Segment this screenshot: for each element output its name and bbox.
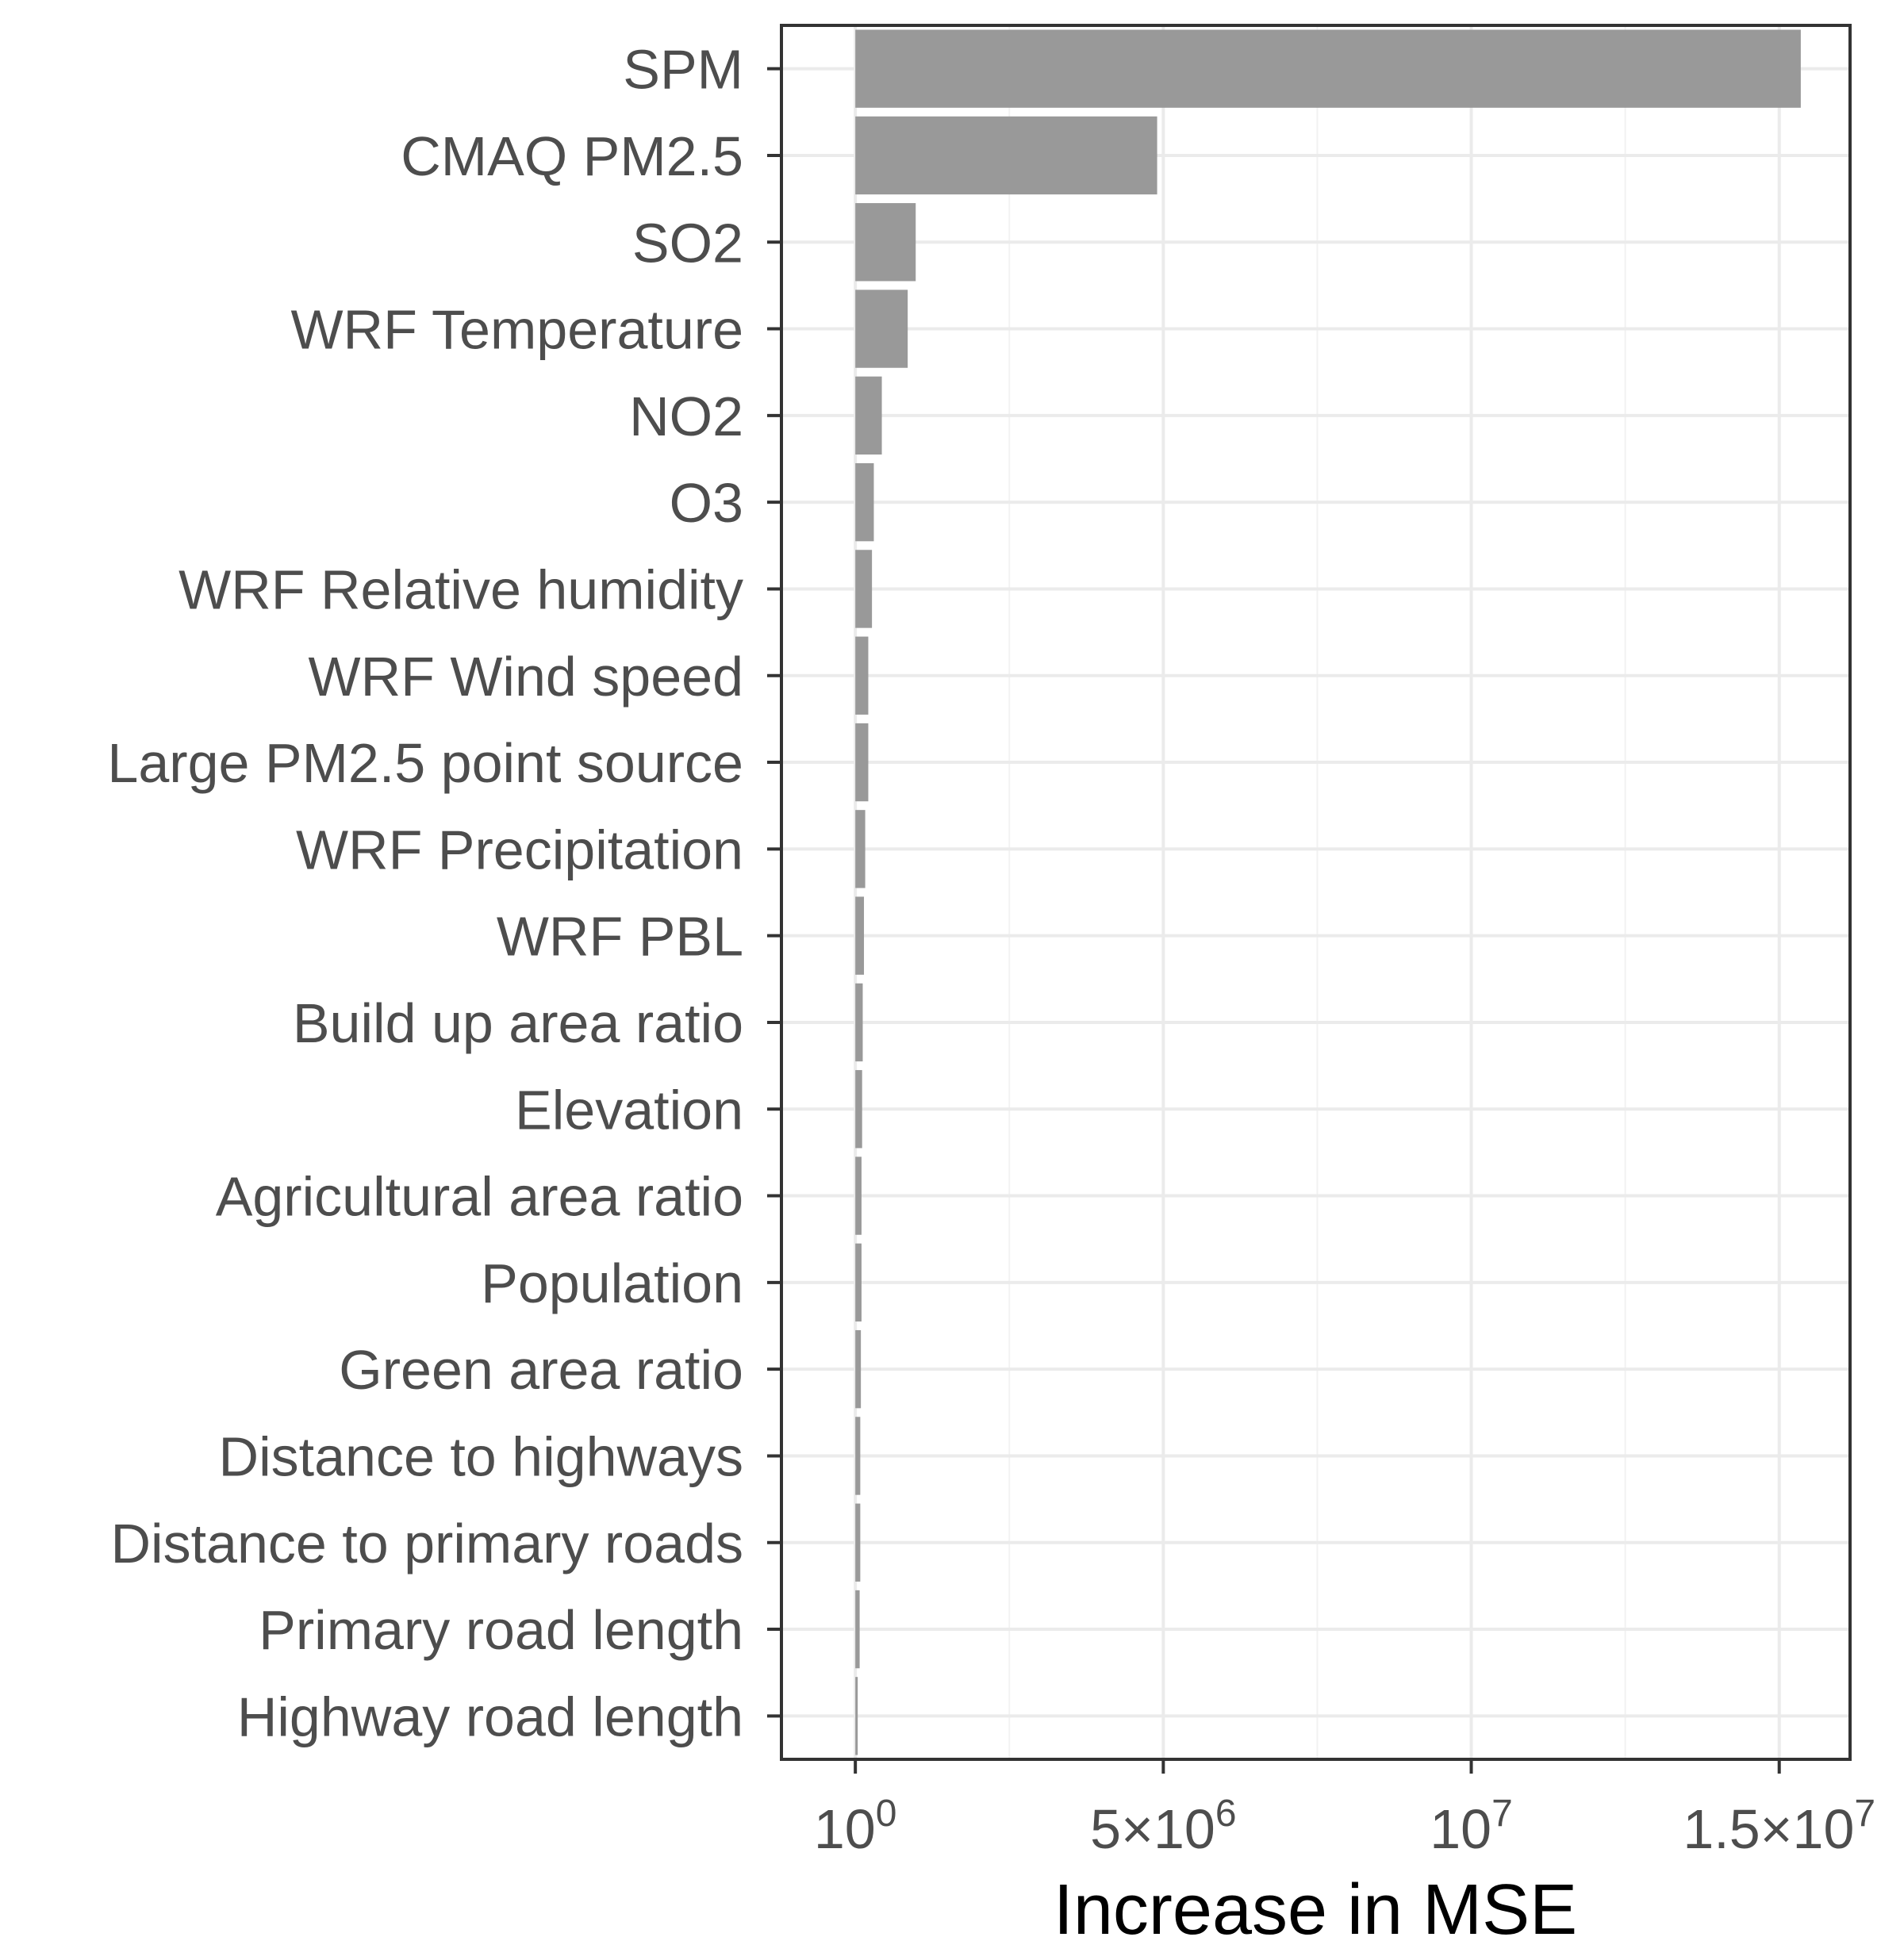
bar bbox=[855, 1070, 862, 1149]
bar bbox=[855, 116, 1157, 195]
y-tick-label: SPM bbox=[623, 39, 743, 101]
bar bbox=[855, 29, 1801, 108]
minor-gridlines bbox=[1008, 25, 1626, 1759]
bar bbox=[855, 1590, 860, 1669]
y-axis-ticks bbox=[767, 67, 781, 1718]
x-tick-label: 107 bbox=[1430, 1793, 1513, 1860]
x-tick-label: 5×106 bbox=[1090, 1793, 1236, 1860]
panel-background bbox=[781, 25, 1850, 1759]
y-tick-label: SO2 bbox=[632, 212, 743, 274]
x-tick-label: 1.5×107 bbox=[1683, 1793, 1875, 1860]
y-tick-label: WRF Relative humidity bbox=[178, 558, 743, 620]
y-tick-label: NO2 bbox=[629, 385, 743, 447]
x-tick-label: 100 bbox=[814, 1793, 897, 1860]
y-tick-label: O3 bbox=[670, 472, 743, 534]
y-tick-label: Green area ratio bbox=[339, 1339, 743, 1401]
y-tick-label: Highway road length bbox=[237, 1686, 743, 1747]
bar bbox=[855, 203, 916, 282]
bar bbox=[855, 1503, 861, 1582]
bar bbox=[855, 1417, 861, 1495]
bar bbox=[855, 983, 863, 1062]
y-tick-label: Agricultural area ratio bbox=[216, 1166, 743, 1228]
y-tick-label: WRF PBL bbox=[497, 906, 743, 968]
bar bbox=[855, 1677, 858, 1755]
bars bbox=[855, 29, 1801, 1755]
x-axis-ticks bbox=[854, 1759, 1781, 1774]
y-tick-label: WRF Temperature bbox=[290, 299, 743, 361]
y-tick-label: WRF Precipitation bbox=[296, 819, 743, 880]
y-tick-label: Distance to highways bbox=[219, 1425, 743, 1487]
bar bbox=[855, 1243, 862, 1322]
bar bbox=[855, 462, 874, 542]
y-tick-label: Elevation bbox=[515, 1079, 743, 1141]
x-axis-title: Increase in MSE bbox=[1054, 1870, 1577, 1950]
bar bbox=[855, 896, 865, 975]
y-tick-label: Large PM2.5 point source bbox=[107, 732, 743, 794]
bar bbox=[855, 723, 869, 802]
major-gridlines bbox=[781, 25, 1850, 1759]
y-tick-label: Build up area ratio bbox=[293, 992, 743, 1054]
y-tick-label: Population bbox=[481, 1252, 743, 1314]
y-tick-label: WRF Wind speed bbox=[309, 646, 743, 708]
bar bbox=[855, 810, 866, 888]
y-axis-labels: SPM CMAQ PM2.5 SO2 WRF Temperature NO2 O3 WRF … bbox=[107, 39, 743, 1748]
y-tick-label: Distance to primary roads bbox=[110, 1513, 743, 1575]
x-axis-labels: 100 5×106 107 1.5×107 bbox=[814, 1793, 1875, 1860]
panel-border bbox=[780, 24, 1852, 1761]
bar bbox=[855, 376, 882, 455]
bar bbox=[855, 636, 869, 715]
bar bbox=[855, 550, 873, 628]
bar bbox=[855, 1156, 862, 1235]
y-tick-label: CMAQ PM2.5 bbox=[401, 125, 743, 187]
y-tick-label: Primary road length bbox=[259, 1599, 743, 1661]
bar bbox=[855, 1329, 862, 1409]
bar bbox=[855, 290, 908, 368]
